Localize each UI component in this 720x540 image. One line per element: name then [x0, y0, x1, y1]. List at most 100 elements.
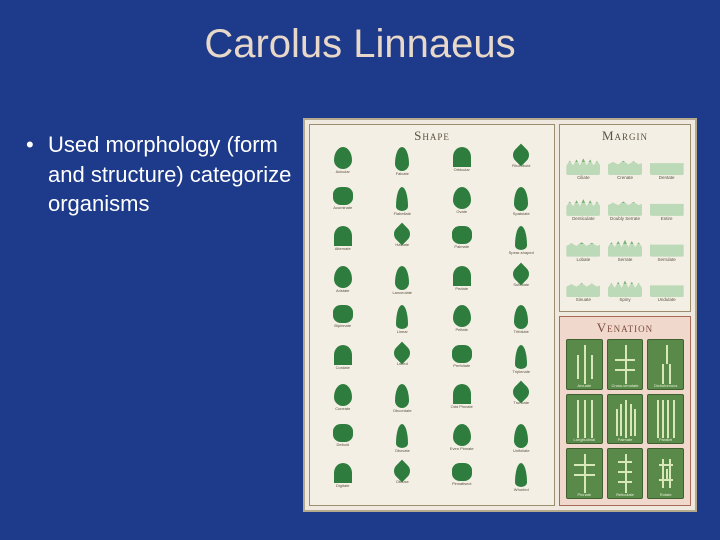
shape-cell: Spatulate — [493, 187, 551, 225]
shape-cell: Lobed — [374, 345, 432, 383]
shape-label: Unifoliate — [513, 449, 530, 453]
leaf-icon — [452, 226, 472, 244]
venation-label: Cross-venulate — [608, 383, 643, 388]
shape-cell: Digitate — [314, 463, 372, 501]
venation-grid: Arcuate Cross-venulate Dichotomous Longitud… — [566, 339, 684, 499]
margin-cell: Serrate — [606, 229, 645, 267]
margin-edge-icon — [608, 233, 642, 257]
shape-label: Peltate — [456, 328, 468, 332]
shape-label: Acuminate — [333, 206, 352, 210]
margin-label: Lobate — [576, 258, 590, 263]
venation-label: Reticulate — [608, 492, 643, 497]
venation-panel: Venation ArcuateCross-venulateDichotomou… — [559, 316, 691, 506]
shape-label: Alternate — [335, 247, 351, 251]
shape-cell: Acuminate — [314, 187, 372, 225]
leaf-icon — [452, 345, 472, 363]
shape-cell: Obtuse — [374, 463, 432, 501]
margin-label: Spiny — [619, 298, 630, 303]
shape-cell: Bipinnate — [314, 305, 372, 343]
shape-cell: Truncate — [493, 384, 551, 422]
margin-label: Undulate — [658, 298, 676, 303]
shape-label: Falcate — [396, 172, 409, 176]
shape-label: Pedate — [455, 287, 468, 291]
shape-label: Ovate — [456, 210, 467, 214]
shape-cell: Spear-shaped — [493, 226, 551, 264]
leaf-icon — [396, 424, 408, 448]
venation-label: Dichotomous — [648, 383, 683, 388]
leaf-icon — [395, 384, 409, 408]
venation-cell: Arcuate — [566, 339, 603, 390]
leaf-icon — [452, 463, 472, 481]
shape-cell: Subulate — [493, 266, 551, 304]
leaf-icon — [453, 187, 471, 209]
margin-edge-icon — [650, 273, 684, 297]
leaf-icon — [515, 226, 527, 250]
margin-label: Doubly Serrate — [610, 217, 640, 222]
shape-label: Cordate — [336, 366, 350, 370]
shape-cell: Deltoid — [314, 424, 372, 462]
leaf-icon — [334, 147, 352, 169]
shape-cell: Pedate — [433, 266, 491, 304]
shape-label: Perfoliate — [453, 364, 470, 368]
leaf-icon — [334, 384, 352, 406]
leaf-icon — [453, 384, 471, 404]
margin-edge-icon — [566, 151, 600, 175]
shape-label: Trifoliate — [514, 330, 529, 334]
venation-cell: Longitudinal — [566, 394, 603, 445]
leaf-icon — [395, 266, 409, 290]
venation-label: Parallel — [648, 437, 683, 442]
shape-label: Odd Pinnate — [451, 405, 473, 409]
shape-cell: Perfoliate — [433, 345, 491, 383]
shape-label: Pinnatisect — [452, 482, 472, 486]
leaf-icon — [391, 223, 414, 246]
shape-cell: Aristate — [314, 266, 372, 304]
margin-cell: Serrulate — [647, 229, 686, 267]
margin-edge-icon — [566, 233, 600, 257]
shape-label: Acicular — [336, 170, 350, 174]
leaf-icon — [514, 305, 528, 329]
margin-label: Dentate — [659, 176, 675, 181]
venation-label: Pinnate — [567, 492, 602, 497]
margin-cell: Spiny — [606, 269, 645, 307]
leaf-icon — [453, 424, 471, 446]
leaf-icon — [453, 305, 471, 327]
leaf-icon — [333, 305, 353, 323]
venation-cell: Cross-venulate — [607, 339, 644, 390]
margin-edge-icon — [650, 233, 684, 257]
shape-grid: AcicularFalcateOrbicularRhomboidAcuminat… — [314, 147, 550, 501]
shape-panel-title: Shape — [310, 125, 554, 144]
shape-cell: Orbicular — [433, 147, 491, 185]
leaf-icon — [396, 305, 408, 329]
shape-cell: Acicular — [314, 147, 372, 185]
shape-label: Palmate — [454, 245, 469, 249]
margin-edge-icon — [608, 192, 642, 216]
leaf-icon — [514, 424, 528, 448]
shape-label: Spear-shaped — [509, 251, 534, 255]
shape-label: Orbicular — [454, 168, 470, 172]
margin-cell: Undulate — [647, 269, 686, 307]
margin-edge-icon — [566, 273, 600, 297]
leaf-icon — [391, 460, 414, 483]
shape-cell: Cordate — [314, 345, 372, 383]
shape-label: Obovate — [395, 449, 410, 453]
margin-cell: Lobate — [564, 229, 603, 267]
shape-panel: Shape AcicularFalcateOrbicularRhomboidAc… — [309, 124, 555, 506]
venation-label: Longitudinal — [567, 437, 602, 442]
shape-label: Lanceolate — [392, 291, 412, 295]
venation-cell: Palmate — [607, 394, 644, 445]
shape-cell: Even Pinnate — [433, 424, 491, 462]
shape-cell: Tripinnate — [493, 345, 551, 383]
margin-edge-icon — [608, 151, 642, 175]
shape-cell: Pinnatisect — [433, 463, 491, 501]
shape-cell: Flabellate — [374, 187, 432, 225]
shape-label: Deltoid — [337, 443, 349, 447]
margin-label: Ciliate — [577, 176, 590, 181]
leaf-icon — [334, 266, 352, 288]
shape-cell: Trifoliate — [493, 305, 551, 343]
leaf-icon — [391, 341, 414, 364]
shape-cell: Cuneate — [314, 384, 372, 422]
shape-label: Whorled — [514, 488, 529, 492]
leaf-icon — [334, 345, 352, 365]
shape-cell: Unifoliate — [493, 424, 551, 462]
margin-label: Serrate — [618, 258, 633, 263]
